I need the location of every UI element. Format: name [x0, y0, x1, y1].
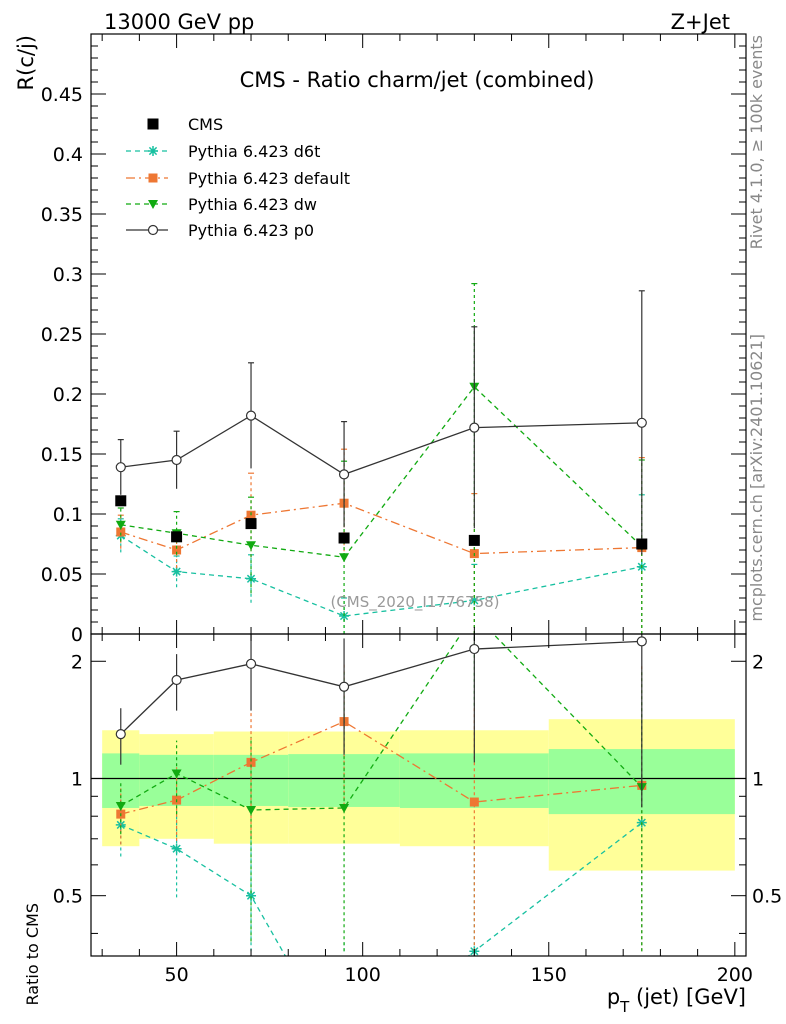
y-tick-label: 0.2: [53, 384, 83, 406]
ratio-tick-label-left: 1: [71, 768, 83, 790]
series-line-1: [120, 502, 642, 555]
series-ratio-point-3-3: [338, 681, 350, 692]
ratio-axis-label: Ratio to CMS: [23, 903, 42, 1005]
y-tick-label: 0.1: [53, 504, 83, 526]
x-axis-label-sub: T: [619, 998, 630, 1016]
axis-ticks: 50 100 150 200 0 0.05 0.1 0.15 0.2 0.25 0.3 0.35 0.4…: [41, 34, 782, 986]
cms-point-5: [636, 538, 648, 550]
legend-marker-2: [148, 200, 158, 209]
cms-point-1: [171, 531, 183, 543]
series-point-2-3: [339, 553, 350, 563]
x-tick-label: 100: [345, 964, 381, 986]
x-tick-label: 200: [717, 964, 753, 986]
ratio-tick-label-right: 2: [752, 651, 764, 673]
y-tick-label: 0.45: [41, 84, 83, 106]
legend-marker-1: [148, 173, 158, 183]
legend-label-cms: CMS: [188, 115, 223, 134]
series-point-3-4: [469, 422, 480, 433]
y-tick-label: 0.4: [53, 144, 83, 166]
series-point-0-4: [469, 595, 480, 606]
series-point-1-0: [116, 527, 126, 537]
series-ratio-point-3-2: [245, 658, 257, 669]
ratio-tick-label-right: 1: [752, 768, 764, 790]
series-ratio-point-3-1: [171, 674, 182, 686]
series-point-0-1: [171, 566, 182, 577]
legend-label-2: Pythia 6.423 dw: [188, 195, 317, 214]
x-tick-label: 50: [165, 964, 189, 986]
series-ratio-line-3: [120, 640, 642, 735]
header-right: Z+Jet: [671, 10, 730, 34]
series-ratio-point-2-2: [246, 805, 257, 815]
series-ratio-point-1-4: [469, 797, 479, 807]
legend-marker-cms: [147, 118, 159, 130]
x-axis-label-main: p: [607, 985, 620, 1009]
series-ratio-point-3-0: [115, 729, 126, 740]
y-tick-label: 0.25: [41, 324, 83, 346]
series-ratio-point-0-1: [171, 843, 182, 854]
series-point-1-1: [172, 545, 182, 555]
cms-point-2: [245, 518, 257, 530]
series-ratio-point-2-1: [171, 769, 182, 779]
legend-label-0: Pythia 6.423 d6t: [188, 142, 320, 161]
cms-point-0: [115, 495, 127, 507]
chart-title: CMS - Ratio charm/jet (combined): [240, 68, 595, 92]
ratio-panel-series: [115, 634, 647, 956]
series-ratio-point-0-2: [246, 890, 257, 901]
legend-marker-3: [147, 224, 159, 236]
legend-label-3: Pythia 6.423 p0: [188, 221, 314, 240]
analysis-watermark: (CMS_2020_I1776758): [330, 593, 499, 612]
series-ratio-point-1-2: [246, 757, 256, 767]
series-point-3-0: [115, 462, 126, 473]
series-point-3-1: [171, 454, 182, 466]
ratio-panel-frame: [90, 633, 747, 957]
rivet-label: Rivet 4.1.0, ≥ 100k events: [747, 35, 766, 249]
ratio-tick-label-right: 0.5: [752, 886, 782, 908]
series-ratio-point-3-5: [636, 636, 647, 647]
y-tick-label: 0: [71, 624, 83, 646]
series-point-3-5: [636, 417, 647, 428]
series-ratio-line-1: [120, 720, 642, 815]
mcplots-label: mcplots.cern.ch [arXiv:2401.10621]: [747, 334, 766, 622]
x-axis-label: pT (jet) [GeV]: [607, 985, 746, 1016]
y-tick-label: 0.15: [41, 444, 83, 466]
series-point-2-0: [115, 520, 126, 530]
series-line-2: [120, 385, 643, 558]
cms-point-4: [468, 534, 480, 546]
series-layer: [115, 283, 648, 956]
y-tick-label: 0.05: [41, 564, 83, 586]
header-left: 13000 GeV pp: [104, 10, 254, 34]
cms-point-3: [338, 532, 350, 544]
series-ratio-point-2-0: [115, 801, 126, 811]
y-tick-label: 0.35: [41, 204, 83, 226]
series-line-3: [120, 414, 642, 476]
legend-label-1: Pythia 6.423 default: [188, 169, 350, 188]
legend-marker-0: [148, 146, 158, 156]
series-ratio-line-2: [120, 634, 643, 811]
x-tick-label: 150: [531, 964, 567, 986]
cms-uncertainty-bands: [91, 719, 746, 871]
series-ratio-line-0: [120, 822, 643, 956]
series-ratio-point-2-3: [339, 803, 350, 813]
ratio-tick-label-left: 0.5: [53, 886, 83, 908]
series-point-3-3: [338, 469, 350, 480]
series-line-0: [120, 535, 642, 617]
x-axis-label-rest: (jet) [GeV]: [629, 985, 746, 1009]
ratio-tick-label-left: 2: [71, 651, 83, 673]
main-panel-series: [115, 283, 648, 634]
series-ratio-point-3-4: [469, 643, 480, 655]
series-point-3-2: [245, 410, 257, 421]
y-tick-label: 0.3: [53, 264, 83, 286]
legend: CMS Pythia 6.423 d6t Pythia 6.423 default P…: [126, 115, 350, 240]
y-axis-label: R(c/j): [14, 35, 38, 90]
series-point-2-2: [246, 541, 257, 551]
